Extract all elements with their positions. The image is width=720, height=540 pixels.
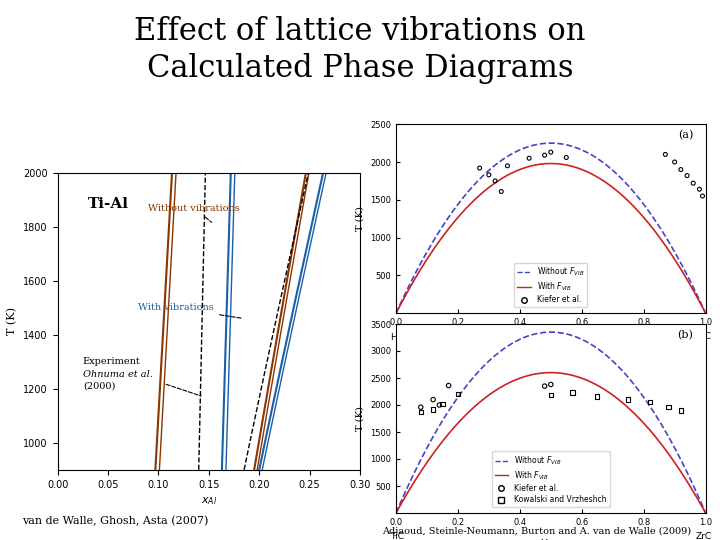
Point — [545, 148, 557, 157]
Point — [681, 171, 693, 180]
Point — [539, 382, 550, 390]
Text: $X_{TiC}$: $X_{TiC}$ — [539, 338, 562, 352]
Point — [688, 179, 699, 187]
Text: Experiment: Experiment — [83, 357, 140, 367]
Point — [561, 153, 572, 162]
Point — [495, 187, 507, 196]
Text: Without vibrations: Without vibrations — [148, 204, 240, 222]
Text: H/C: H/C — [390, 332, 406, 341]
Point — [523, 154, 535, 163]
Legend: Without $F_{VIB}$, With $F_{VIB}$, Kiefer et al., Kowalski and Vrzheshch: Without $F_{VIB}$, With $F_{VIB}$, Kiefe… — [492, 451, 610, 507]
Point — [592, 392, 603, 401]
Point — [669, 158, 680, 166]
Point — [567, 388, 578, 397]
Point — [693, 185, 705, 193]
Text: TiC: TiC — [390, 532, 404, 540]
Point — [474, 164, 485, 172]
Point — [539, 151, 550, 159]
X-axis label: $x_{Al}$: $x_{Al}$ — [201, 495, 217, 507]
Legend: Without $F_{VIB}$, With $F_{VIB}$, Kiefer et al.: Without $F_{VIB}$, With $F_{VIB}$, Kiefe… — [514, 263, 588, 307]
Text: (b): (b) — [678, 329, 693, 340]
Point — [644, 398, 656, 407]
Text: Effect of lattice vibrations on
Calculated Phase Diagrams: Effect of lattice vibrations on Calculat… — [134, 16, 586, 84]
Point — [443, 381, 454, 390]
Point — [662, 403, 674, 411]
Text: $X_{ZrC}$: $X_{ZrC}$ — [539, 537, 563, 540]
Point — [697, 192, 708, 200]
Point — [622, 395, 634, 404]
Point — [502, 161, 513, 170]
Text: ZrC: ZrC — [696, 532, 712, 540]
Point — [415, 403, 426, 411]
Text: Ohnuma et al.: Ohnuma et al. — [83, 370, 153, 379]
Y-axis label: T (K): T (K) — [356, 206, 364, 231]
Text: (2000): (2000) — [83, 382, 115, 391]
Point — [415, 408, 426, 416]
Point — [428, 405, 439, 414]
Text: Adjaoud, Steinle-Neumann, Burton and A. van de Walle (2009): Adjaoud, Steinle-Neumann, Burton and A. … — [382, 526, 690, 536]
Y-axis label: T (K): T (K) — [7, 307, 18, 335]
Point — [675, 406, 687, 415]
Point — [428, 395, 439, 404]
Point — [490, 177, 501, 185]
Text: Ti-Al: Ti-Al — [88, 197, 129, 211]
Point — [452, 390, 464, 399]
Text: With vibrations: With vibrations — [138, 303, 241, 318]
Text: van de Walle, Ghosh, Asta (2007): van de Walle, Ghosh, Asta (2007) — [22, 516, 208, 526]
Point — [483, 171, 495, 179]
Y-axis label: T (K): T (K) — [356, 406, 364, 431]
Point — [675, 165, 687, 174]
Point — [436, 400, 448, 408]
Point — [545, 391, 557, 400]
Point — [545, 380, 557, 389]
Point — [433, 401, 445, 409]
Text: (a): (a) — [678, 130, 693, 140]
Text: 1:C: 1:C — [697, 332, 712, 341]
Point — [660, 150, 671, 159]
